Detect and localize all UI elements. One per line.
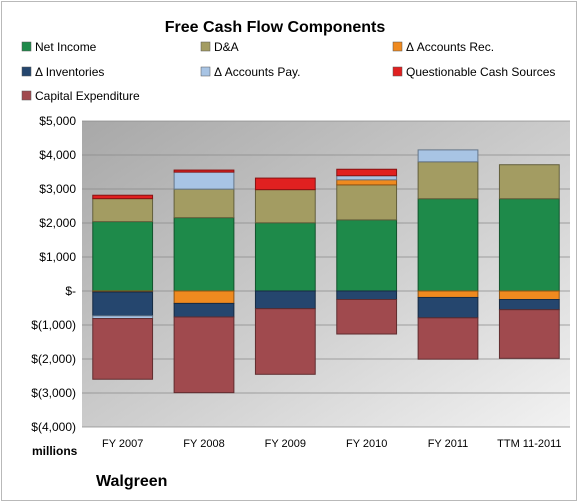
bar-ttm-11-2011-delta-inventories [498, 299, 560, 311]
bar-fy-2008-delta-inventories [173, 302, 235, 318]
y-tick-label: $(3,000) [31, 386, 76, 400]
x-tick-label: FY 2009 [265, 438, 306, 450]
bar-fy-2009-capital-expenditure [254, 308, 316, 375]
legend-label-capital-expenditure: Capital Expenditure [35, 89, 140, 103]
bar-fy-2011-delta-accounts-pay [417, 149, 479, 163]
bar-fy-2011-capital-expenditure [417, 317, 479, 360]
y-tick-label: $5,000 [39, 114, 76, 128]
legend-swatch-questionable-cash-sources [392, 66, 403, 77]
x-tick-label: FY 2007 [102, 438, 143, 450]
y-axis: $5,000 $4,000 $3,000 $2,000 $1,000 $- $(1,000)… [31, 114, 76, 434]
bar-fy-2010-delta-accounts-pay [336, 175, 398, 181]
gridlines [82, 120, 570, 428]
bar-fy-2011-delta-accounts-rec [417, 290, 479, 298]
legend-label-net-income: Net Income [35, 40, 97, 54]
bar-fy-2010-questionable-cash-sources [336, 168, 398, 177]
y-tick-label: $- [65, 284, 76, 298]
bar-fy-2008-delta-accounts-pay [173, 171, 235, 190]
bar-fy-2008-net-income [173, 217, 235, 292]
y-tick-label: $3,000 [39, 182, 76, 196]
legend-label-questionable-cash-sources: Questionable Cash Sources [406, 65, 555, 79]
x-axis: FY 2007 FY 2008 FY 2009 FY 2010 FY 2011 TTM 1… [102, 438, 562, 450]
plot-area [82, 121, 570, 427]
bar-ttm-11-2011-delta-accounts-rec [498, 290, 560, 300]
bar-fy-2007-questionable-cash-sources [92, 194, 154, 200]
y-tick-label: $4,000 [39, 148, 76, 162]
y-tick-label: $(1,000) [31, 318, 76, 332]
bar-fy-2010-net-income [336, 219, 398, 292]
bar-fy-2011-d-a [417, 161, 479, 200]
chart-title: Free Cash Flow Components [165, 19, 386, 36]
bar-fy-2009-d-a [254, 189, 316, 224]
bar-fy-2009-questionable-cash-sources [254, 177, 316, 191]
bar-ttm-11-2011-d-a [498, 164, 560, 200]
legend-swatch-delta-accounts-pay [200, 66, 211, 77]
legend-label-delta-accounts-pay: Δ Accounts Pay. [214, 65, 301, 79]
x-tick-label: FY 2008 [183, 438, 224, 450]
y-tick-label: $2,000 [39, 216, 76, 230]
bar-fy-2007-capital-expenditure [92, 318, 154, 380]
legend-label-d-a: D&A [214, 40, 239, 54]
x-tick-label: FY 2011 [428, 438, 469, 450]
bar-fy-2008-capital-expenditure [173, 316, 235, 394]
legend-swatch-d-a [200, 41, 211, 52]
bar-fy-2010-capital-expenditure [336, 299, 398, 335]
bar-fy-2009-net-income [254, 222, 316, 292]
legend-label-delta-accounts-rec: Δ Accounts Rec. [406, 40, 494, 54]
legend-label-delta-inventories: Δ Inventories [35, 65, 104, 79]
x-tick-label: FY 2010 [346, 438, 387, 450]
bar-fy-2010-delta-inventories [336, 290, 398, 300]
bar-ttm-11-2011-capital-expenditure [498, 309, 560, 359]
legend-swatch-delta-inventories [21, 66, 32, 77]
bar-fy-2008-questionable-cash-sources [173, 169, 235, 173]
legend-swatch-net-income [21, 41, 32, 52]
bar-fy-2008-delta-accounts-rec [173, 290, 235, 304]
y-tick-label: $(4,000) [31, 420, 76, 434]
bar-fy-2011-delta-inventories [417, 296, 479, 319]
bar-fy-2011-net-income [417, 198, 479, 292]
bar-fy-2010-delta-accounts-rec [336, 179, 398, 186]
y-tick-label: $(2,000) [31, 352, 76, 366]
bar-fy-2007-net-income [92, 221, 154, 292]
legend-swatch-delta-accounts-rec [392, 41, 403, 52]
bars [92, 149, 560, 394]
legend-swatch-capital-expenditure [21, 90, 32, 101]
y-tick-label: $1,000 [39, 250, 76, 264]
bar-ttm-11-2011-net-income [498, 198, 560, 292]
x-tick-label: TTM 11-2011 [497, 438, 561, 450]
bar-fy-2008-d-a [173, 188, 235, 219]
legend: Net Income D&A Δ Accounts Rec. Δ Inventorie… [21, 40, 555, 103]
company-label: Walgreen [96, 473, 167, 490]
bar-fy-2007-delta-inventories [92, 291, 154, 317]
bar-fy-2007-d-a [92, 198, 154, 223]
unit-label: millions [32, 444, 78, 458]
bar-fy-2010-d-a [336, 184, 398, 221]
bar-fy-2009-delta-inventories [254, 290, 316, 310]
